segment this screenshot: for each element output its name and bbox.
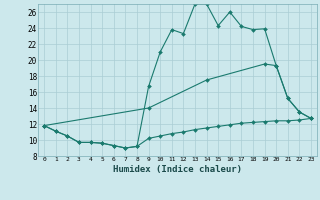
X-axis label: Humidex (Indice chaleur): Humidex (Indice chaleur) xyxy=(113,165,242,174)
